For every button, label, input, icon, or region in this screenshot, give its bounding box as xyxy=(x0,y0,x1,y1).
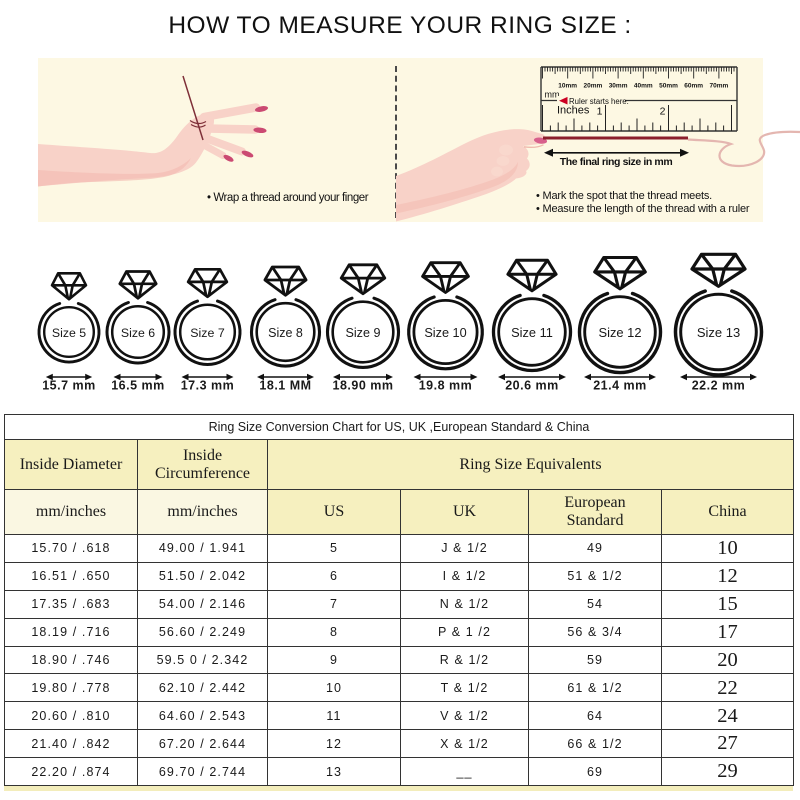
svg-text:60mm: 60mm xyxy=(684,83,703,90)
svg-text:22.2 mm: 22.2 mm xyxy=(692,379,746,393)
svg-text:mm: mm xyxy=(545,90,560,100)
svg-text:Size 11: Size 11 xyxy=(511,325,553,340)
svg-text:2: 2 xyxy=(660,106,666,118)
svg-text:16.5 mm: 16.5 mm xyxy=(111,379,165,393)
svg-text:70mm: 70mm xyxy=(710,83,729,90)
svg-text:Size 10: Size 10 xyxy=(424,326,466,340)
svg-text:Size 8: Size 8 xyxy=(268,326,303,340)
svg-text:18.1 MM: 18.1 MM xyxy=(259,379,311,393)
svg-text:Size 13: Size 13 xyxy=(697,325,740,340)
svg-text:21.4 mm: 21.4 mm xyxy=(593,379,647,393)
svg-text:Size 9: Size 9 xyxy=(345,326,380,340)
svg-text:19.8 mm: 19.8 mm xyxy=(419,379,473,393)
svg-text:Size 6: Size 6 xyxy=(121,326,155,340)
svg-text:Size 5: Size 5 xyxy=(52,326,86,340)
svg-text:17.3 mm: 17.3 mm xyxy=(181,379,235,393)
svg-text:30mm: 30mm xyxy=(609,83,628,90)
svg-text:50mm: 50mm xyxy=(659,83,678,90)
svg-text:1: 1 xyxy=(597,106,603,118)
svg-text:20.6 mm: 20.6 mm xyxy=(505,379,559,393)
svg-text:40mm: 40mm xyxy=(634,83,653,90)
svg-text:15.7 mm: 15.7 mm xyxy=(42,379,96,393)
svg-text:18.90 mm: 18.90 mm xyxy=(333,379,394,393)
svg-text:Size 12: Size 12 xyxy=(599,325,642,340)
svg-text:10mm: 10mm xyxy=(558,83,577,90)
svg-text:Size 7: Size 7 xyxy=(190,326,225,340)
svg-text:Ruler starts here.: Ruler starts here. xyxy=(569,97,629,106)
svg-text:20mm: 20mm xyxy=(584,83,603,90)
svg-text:Inches: Inches xyxy=(557,105,590,117)
